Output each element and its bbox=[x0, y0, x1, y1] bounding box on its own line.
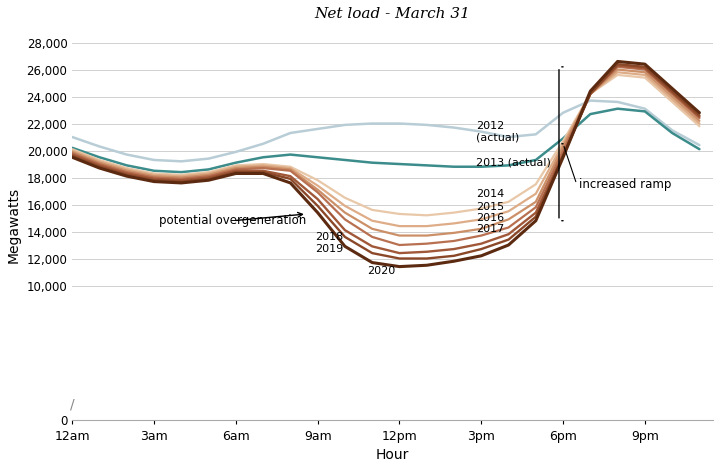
Text: /: / bbox=[70, 397, 75, 411]
Text: 2019: 2019 bbox=[315, 244, 343, 254]
Text: 2014: 2014 bbox=[476, 189, 504, 199]
Text: potential overgeneration: potential overgeneration bbox=[160, 212, 307, 227]
Text: 2012
(actual): 2012 (actual) bbox=[476, 121, 519, 143]
Text: increased ramp: increased ramp bbox=[580, 178, 672, 191]
Y-axis label: Megawatts: Megawatts bbox=[7, 187, 21, 263]
Text: 2013 (actual): 2013 (actual) bbox=[476, 158, 551, 168]
Text: 2020: 2020 bbox=[366, 265, 395, 276]
Title: Net load - March 31: Net load - March 31 bbox=[315, 7, 471, 21]
Text: 2016: 2016 bbox=[476, 213, 504, 223]
Text: 2018: 2018 bbox=[315, 232, 343, 242]
Text: 2015: 2015 bbox=[476, 202, 504, 212]
X-axis label: Hour: Hour bbox=[376, 448, 410, 462]
Text: 2017: 2017 bbox=[476, 224, 504, 234]
